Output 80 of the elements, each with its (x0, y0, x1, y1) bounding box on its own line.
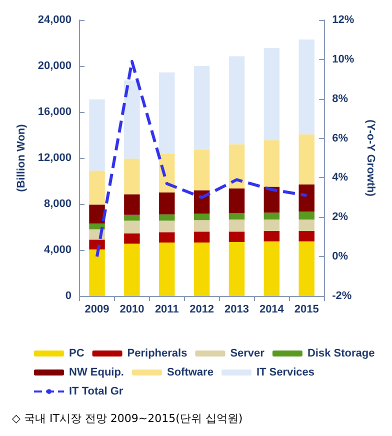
bar (89, 99, 105, 171)
text: ◇ 국내 IT시장 전망 2009~2015(단위 십억원) (12, 412, 243, 425)
bar (124, 233, 140, 244)
y2-tick-label: 8% (332, 92, 348, 105)
bar (194, 214, 210, 220)
legend-label: Peripherals (127, 348, 188, 360)
x-tick-label: 2013 (224, 304, 249, 316)
y-tick-label: 4,000 (44, 244, 72, 256)
y-tick-label: 0 (65, 290, 72, 302)
bar (124, 220, 140, 234)
bar (264, 220, 280, 232)
y-tick-label: 8,000 (44, 198, 72, 210)
y-tick-label: 16,000 (38, 106, 72, 118)
y-tick-label: 24,000 (38, 14, 72, 26)
bar (124, 194, 140, 215)
bar (264, 48, 280, 140)
line-series (96, 60, 308, 258)
x-tick-label: 2011 (154, 304, 179, 316)
y-tick-label: 12,000 (38, 152, 72, 164)
bar (298, 231, 314, 242)
y2-tick-label: 12% (332, 14, 354, 26)
bar (298, 241, 314, 296)
legend-label: IT Total Gr (69, 386, 124, 398)
y2-tick-label: 2% (332, 211, 348, 224)
bar (124, 214, 140, 221)
bar (264, 241, 280, 296)
bar (159, 72, 175, 154)
x-tick-label: 2012 (190, 304, 214, 316)
bar (194, 242, 210, 296)
bar (159, 192, 175, 214)
bar (159, 214, 175, 221)
bar (228, 56, 245, 144)
bar (159, 242, 175, 296)
legend-label: Disk Storage (307, 348, 375, 360)
bar (89, 240, 105, 250)
legend-label: PC (69, 348, 84, 360)
bar (264, 140, 280, 187)
bar (159, 232, 175, 243)
bar (298, 40, 314, 134)
x-tick-label: 2015 (294, 304, 319, 316)
y2-axis-title: (Y-o-Y Growth) (364, 120, 376, 197)
bar (124, 80, 140, 159)
y2-tick-label: -2% (332, 290, 352, 302)
bar (228, 188, 245, 214)
bar (264, 231, 280, 242)
bar (159, 220, 175, 232)
bar (89, 249, 105, 296)
x-tick-label: 2014 (259, 304, 285, 316)
legend-label: NW Equip. (69, 366, 124, 378)
y2-tick-label: 6% (332, 132, 348, 144)
legend-label: IT Services (256, 366, 315, 378)
bar (298, 211, 314, 220)
bar (298, 220, 314, 232)
bar (89, 204, 105, 224)
legend-label: Server (230, 348, 266, 360)
bar (264, 212, 280, 220)
bar (228, 220, 245, 232)
bar (124, 244, 140, 296)
y-tick-label: 20,000 (38, 60, 72, 72)
x-tick-label: 2009 (84, 304, 110, 316)
bar (228, 213, 245, 220)
bar (124, 158, 140, 194)
x-tick-label: 2010 (120, 304, 144, 316)
bar (194, 220, 210, 232)
bar (194, 150, 210, 190)
bar (228, 232, 245, 242)
bar (89, 224, 105, 230)
bar (194, 190, 210, 214)
bar (194, 232, 210, 243)
bar (298, 134, 314, 184)
bar (194, 66, 210, 150)
y2-tick-label: 0% (332, 250, 348, 263)
legend-label: Software (166, 366, 214, 378)
bar (228, 144, 245, 188)
y2-tick-label: 10% (332, 53, 354, 66)
y-axis-title: (Billion Won) (16, 124, 28, 192)
bar (89, 170, 105, 205)
bar (298, 184, 314, 212)
y2-tick-label: 4% (332, 172, 348, 184)
bar (228, 242, 245, 296)
